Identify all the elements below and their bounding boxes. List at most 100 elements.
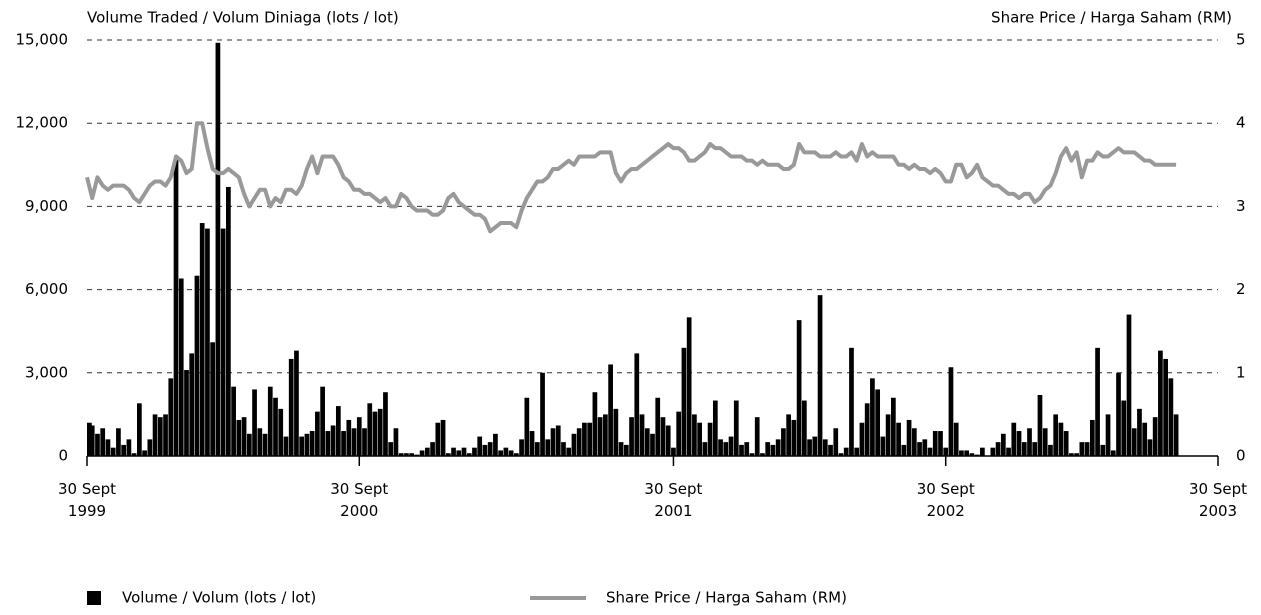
- bar: [964, 450, 970, 456]
- y-tick-label: 6,000: [25, 280, 68, 298]
- bar: [1163, 358, 1168, 456]
- bar: [938, 431, 943, 456]
- bar: [1032, 442, 1038, 456]
- bar: [1079, 442, 1085, 456]
- bar: [990, 447, 996, 456]
- bar: [828, 444, 833, 456]
- bar: [1152, 417, 1158, 456]
- bar: [524, 397, 530, 456]
- bar: [1168, 378, 1174, 456]
- y2-tick-label: 1: [1236, 363, 1246, 381]
- bar: [1095, 347, 1100, 456]
- bar: [796, 320, 802, 456]
- bar: [362, 428, 367, 456]
- bar: [278, 408, 284, 456]
- bar: [613, 408, 619, 456]
- bar: [168, 378, 174, 456]
- bar: [733, 400, 739, 456]
- legend-label: Volume / Volum (lots / lot): [122, 589, 316, 607]
- bar: [1069, 453, 1074, 456]
- bar: [665, 425, 671, 456]
- bar: [603, 414, 608, 456]
- bar: [582, 422, 587, 456]
- bar: [262, 433, 268, 456]
- bar: [644, 428, 650, 456]
- bar: [969, 453, 975, 456]
- bar: [545, 439, 551, 456]
- bar: [629, 417, 634, 456]
- legend-label: Share Price / Harga Saham (RM): [606, 589, 847, 607]
- bar: [105, 439, 111, 456]
- bar: [199, 223, 205, 456]
- bar: [932, 431, 938, 456]
- bar: [1084, 442, 1090, 456]
- bar: [346, 419, 352, 456]
- bar: [241, 417, 247, 456]
- bar: [917, 442, 922, 456]
- bar: [341, 431, 346, 456]
- bar: [121, 444, 127, 456]
- bar: [356, 417, 362, 456]
- bar: [87, 422, 92, 456]
- bar: [100, 428, 106, 456]
- bar: [948, 367, 954, 456]
- bar: [833, 428, 839, 456]
- legend-swatch: [87, 591, 101, 605]
- bar: [1173, 414, 1179, 456]
- bar: [178, 278, 184, 456]
- bar: [1158, 350, 1163, 456]
- bar: [1063, 431, 1069, 456]
- bar: [634, 353, 640, 456]
- bar: [95, 433, 100, 456]
- bar: [299, 436, 305, 456]
- bar: [315, 411, 320, 456]
- bar: [1131, 428, 1137, 456]
- bar: [398, 453, 404, 456]
- bar: [519, 439, 524, 456]
- bar: [1100, 444, 1106, 456]
- bar: [1105, 414, 1111, 456]
- bar: [372, 411, 378, 456]
- bar: [875, 389, 881, 456]
- bar: [529, 431, 535, 456]
- bar: [623, 444, 629, 456]
- bar: [618, 442, 624, 456]
- y2-axis-label: Share Price / Harga Saham (RM): [991, 9, 1232, 27]
- bar: [739, 444, 744, 456]
- bar: [435, 422, 441, 456]
- bar: [702, 442, 708, 456]
- bar: [566, 447, 572, 456]
- bar: [288, 358, 294, 456]
- bar: [330, 425, 336, 456]
- y2-tick-label: 0: [1236, 447, 1246, 465]
- bar: [754, 417, 760, 456]
- bar: [859, 422, 865, 456]
- bar: [220, 228, 226, 456]
- bar: [555, 425, 561, 456]
- bar: [870, 378, 875, 456]
- bar: [131, 453, 137, 456]
- y2-tick-label: 2: [1236, 280, 1246, 298]
- bar: [885, 414, 891, 456]
- bar: [487, 442, 493, 456]
- bar: [608, 364, 613, 456]
- x-tick-label: 30 Sept 1999: [57, 480, 116, 520]
- bar: [911, 428, 917, 456]
- x-tick-label: 30 Sept 2003: [1188, 480, 1247, 520]
- x-tick-label: 30 Sept 2002: [916, 480, 975, 520]
- bar: [409, 453, 414, 456]
- bar: [540, 372, 545, 456]
- bar: [576, 428, 582, 456]
- bar: [597, 417, 603, 456]
- y2-tick-label: 3: [1236, 197, 1246, 215]
- bar: [514, 453, 519, 456]
- bar: [922, 439, 928, 456]
- bar: [1042, 428, 1048, 456]
- bar: [849, 347, 854, 456]
- bar: [419, 450, 425, 456]
- bar: [676, 411, 682, 456]
- bar: [194, 275, 200, 456]
- bar: [1142, 422, 1148, 456]
- bar: [822, 439, 828, 456]
